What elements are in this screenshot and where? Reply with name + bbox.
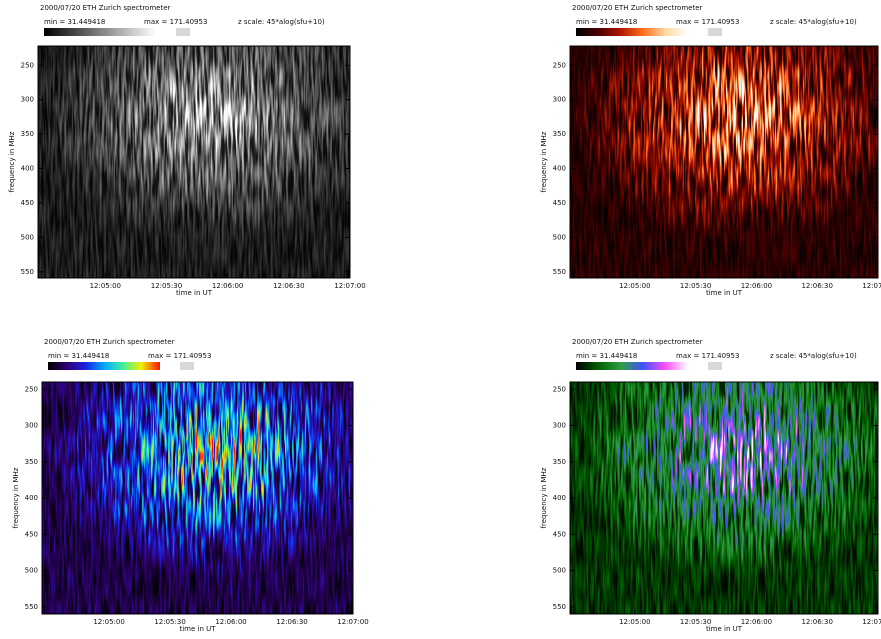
- colorbar-tail: [176, 28, 190, 36]
- y-axis-label: frequency in MHz: [540, 131, 548, 192]
- y-tick-label: 350: [553, 130, 566, 138]
- y-tick-label: 250: [21, 61, 34, 69]
- y-tick-label: 350: [25, 458, 38, 466]
- panel-title: 2000/07/20 ETH Zurich spectrometer: [572, 4, 702, 12]
- y-axis-label: frequency in MHz: [8, 131, 16, 192]
- x-tick-label: 12:06:30: [801, 282, 832, 290]
- plot-frame: [569, 45, 879, 279]
- x-tick-label: 12:06:00: [215, 618, 246, 626]
- x-axis-label: time in UT: [179, 625, 216, 633]
- z-scale: z scale: 45*alog(sfu+10): [770, 18, 857, 26]
- x-axis-label: time in UT: [706, 289, 743, 297]
- y-tick-label: 450: [21, 199, 34, 207]
- colorbar: [48, 362, 160, 370]
- panel: 2000/07/20 ETH Zurich spectrometer min = …: [540, 4, 881, 297]
- y-tick-label: 500: [21, 233, 34, 241]
- colorbar-tail: [180, 362, 194, 370]
- colorbar: [576, 28, 688, 36]
- panel: 2000/07/20 ETH Zurich spectrometer min = …: [12, 338, 369, 633]
- y-tick-label: 450: [553, 530, 566, 538]
- max-label: max = 171.40953: [676, 18, 739, 26]
- max-label: max = 171.40953: [148, 352, 211, 360]
- x-tick-label: 12:06:30: [801, 618, 832, 626]
- y-tick-label: 300: [553, 422, 566, 430]
- z-scale: z scale: 45*alog(sfu+10): [238, 18, 325, 26]
- x-tick-label: 12:07:00: [862, 618, 881, 626]
- plot-frame: [37, 45, 351, 279]
- x-axis-label: time in UT: [706, 625, 743, 633]
- colorbar: [576, 362, 688, 370]
- y-tick-label: 350: [553, 458, 566, 466]
- y-tick-label: 300: [553, 96, 566, 104]
- y-tick-label: 500: [25, 567, 38, 575]
- y-tick-label: 450: [553, 199, 566, 207]
- x-tick-label: 12:05:30: [680, 282, 711, 290]
- x-tick-label: 12:07:00: [334, 282, 365, 290]
- min-label: min = 31.449418: [44, 18, 105, 26]
- y-axis-label: frequency in MHz: [540, 467, 548, 528]
- max-label: max = 171.40953: [676, 352, 739, 360]
- panel-title: 2000/07/20 ETH Zurich spectrometer: [44, 338, 174, 346]
- spectrogram-image: [570, 46, 878, 278]
- min-label: min = 31.449418: [48, 352, 109, 360]
- y-tick-label: 550: [25, 603, 38, 611]
- panel-title: 2000/07/20 ETH Zurich spectrometer: [40, 4, 170, 12]
- y-axis-label: frequency in MHz: [12, 467, 20, 528]
- x-tick-label: 12:05:30: [151, 282, 182, 290]
- x-tick-label: 12:05:00: [619, 282, 650, 290]
- x-axis-label: time in UT: [176, 289, 213, 297]
- y-tick-label: 400: [553, 494, 566, 502]
- y-tick-label: 400: [25, 494, 38, 502]
- x-tick-label: 12:06:30: [273, 282, 304, 290]
- min-label: min = 31.449418: [576, 352, 637, 360]
- colorbar-tail: [708, 362, 722, 370]
- y-tick-label: 550: [553, 268, 566, 276]
- y-tick-label: 250: [553, 61, 566, 69]
- x-tick-label: 12:07:00: [862, 282, 881, 290]
- y-tick-label: 400: [21, 165, 34, 173]
- y-tick-label: 550: [553, 603, 566, 611]
- x-tick-label: 12:05:00: [90, 282, 121, 290]
- y-tick-label: 250: [25, 385, 38, 393]
- panel: 2000/07/20 ETH Zurich spectrometer min = …: [8, 4, 366, 297]
- y-tick-label: 400: [553, 165, 566, 173]
- y-tick-label: 350: [21, 130, 34, 138]
- panel: 2000/07/20 ETH Zurich spectrometer min = …: [540, 338, 881, 633]
- min-label: min = 31.449418: [576, 18, 637, 26]
- colorbar-tail: [708, 28, 722, 36]
- z-scale: z scale: 45*alog(sfu+10): [770, 352, 857, 360]
- x-tick-label: 12:06:00: [741, 282, 772, 290]
- x-tick-label: 12:06:00: [741, 618, 772, 626]
- y-tick-label: 550: [21, 268, 34, 276]
- y-tick-label: 250: [553, 385, 566, 393]
- spectrogram-image: [42, 382, 353, 614]
- x-tick-label: 12:07:00: [337, 618, 368, 626]
- y-tick-label: 300: [25, 422, 38, 430]
- panel-title: 2000/07/20 ETH Zurich spectrometer: [572, 338, 702, 346]
- y-tick-label: 300: [21, 96, 34, 104]
- y-tick-label: 500: [553, 567, 566, 575]
- spectrogram-image: [38, 46, 350, 278]
- spectrogram-image: [570, 382, 878, 614]
- x-tick-label: 12:05:30: [680, 618, 711, 626]
- colorbar: [44, 28, 156, 36]
- x-tick-label: 12:05:00: [93, 618, 124, 626]
- x-tick-label: 12:05:30: [154, 618, 185, 626]
- y-tick-label: 500: [553, 233, 566, 241]
- x-tick-label: 12:06:00: [212, 282, 243, 290]
- y-tick-label: 450: [25, 530, 38, 538]
- x-tick-label: 12:06:30: [276, 618, 307, 626]
- max-label: max = 171.40953: [144, 18, 207, 26]
- x-tick-label: 12:05:00: [619, 618, 650, 626]
